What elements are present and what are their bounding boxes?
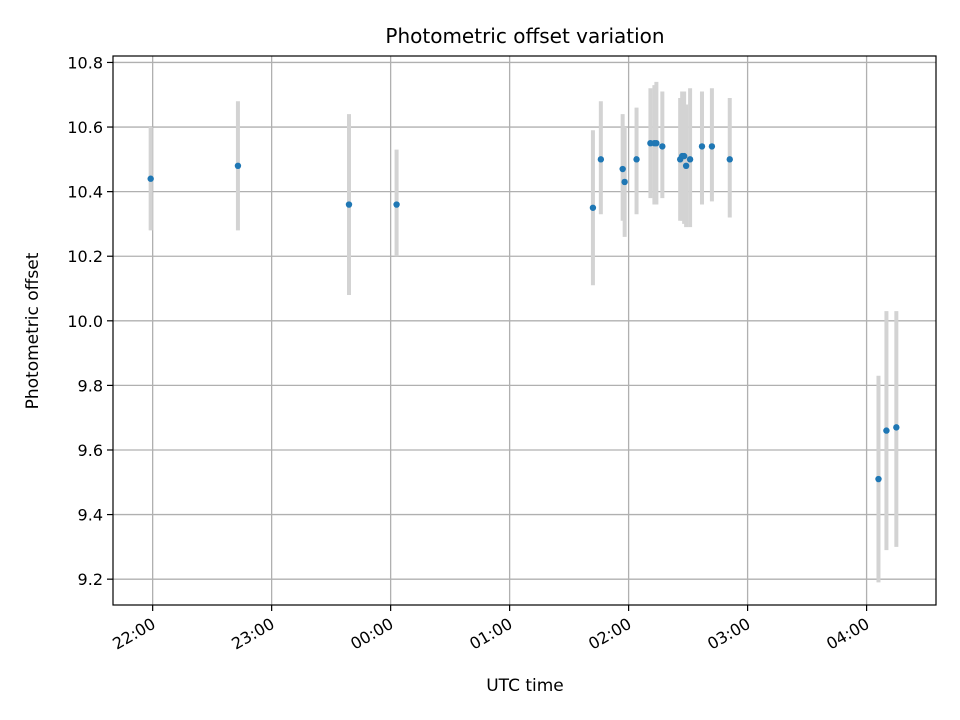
data-point — [589, 204, 597, 211]
data-point — [234, 162, 242, 169]
data-point — [883, 427, 890, 434]
data-point — [633, 156, 640, 163]
data-point — [659, 143, 666, 150]
data-point — [680, 152, 688, 160]
data-point — [698, 143, 706, 150]
data-point — [726, 156, 733, 163]
y-tick-label: 9.2 — [78, 570, 103, 589]
plot-area-frame — [112, 55, 937, 606]
data-point — [686, 156, 694, 163]
y-tick-label: 10.2 — [67, 247, 103, 266]
data-point — [708, 143, 716, 150]
y-axis-ticks: 9.2 9.4 9.6 9.8 10.0 10.2 10.4 10.6 10.8 — [67, 53, 113, 589]
y-tick-label: 10.8 — [67, 53, 103, 72]
y-tick-label: 10.0 — [67, 312, 103, 331]
data-point — [653, 139, 660, 147]
data-point — [147, 175, 154, 182]
data-point — [345, 201, 353, 208]
x-axis-label: UTC time — [486, 676, 564, 696]
y-tick-label: 9.8 — [78, 376, 103, 395]
data-point — [619, 165, 626, 173]
y-tick-label: 9.4 — [78, 506, 103, 525]
grid-lines — [113, 56, 936, 605]
y-axis-label: Photometric offset — [23, 252, 43, 409]
data-point — [893, 424, 900, 431]
data-point — [621, 178, 628, 186]
y-tick-label: 9.6 — [78, 441, 103, 460]
chart-title: Photometric offset variation — [385, 24, 664, 48]
y-tick-label: 10.6 — [67, 118, 103, 137]
data-point — [682, 162, 690, 169]
data-point — [393, 201, 400, 208]
y-tick-label: 10.4 — [67, 183, 103, 202]
data-point — [875, 475, 882, 483]
data-points — [147, 139, 900, 483]
data-point — [597, 156, 605, 163]
